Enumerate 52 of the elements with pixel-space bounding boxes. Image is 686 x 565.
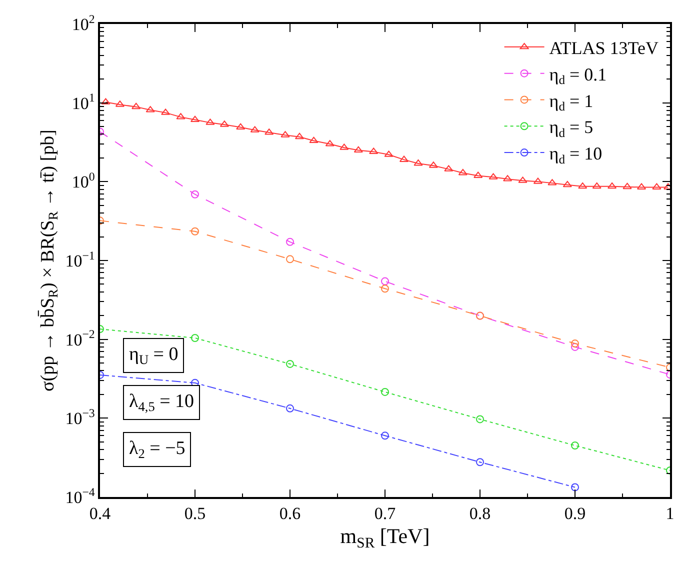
point [476, 458, 484, 466]
point [381, 388, 389, 396]
x-tick-label: 0.5 [184, 504, 206, 524]
point [286, 404, 294, 412]
point [286, 255, 294, 264]
point [608, 182, 617, 189]
legend-label: η$_{d}$ = 5 [549, 117, 594, 140]
y-tick-label: 10$^{1}$ [72, 90, 95, 113]
point [309, 136, 318, 144]
y-tick-label: 10$^{−4}$ [65, 484, 95, 507]
point [562, 180, 572, 188]
y-tick-label: 10$^{−3}$ [65, 406, 95, 428]
point [286, 238, 294, 246]
x-tick-label: 0.9 [564, 504, 586, 524]
point [578, 182, 588, 189]
legend-label: η$_{d}$ = 0.1 [549, 64, 607, 88]
annotation: λ$_{4,5}$ = 10 [129, 391, 194, 414]
annotation: λ$_{2}$ = −5 [129, 438, 186, 461]
point [294, 132, 304, 140]
point [571, 442, 579, 450]
annotation: η$_{U}$ = 0 [129, 344, 178, 367]
x-axis-title: m$_{S}$$_{R}$ [TeV] [340, 524, 430, 552]
point [381, 277, 389, 286]
y-tick-label: 10$^{−1}$ [65, 248, 95, 270]
x-tick-label: 0.7 [374, 504, 396, 524]
x-tick-label: 0.4 [89, 504, 112, 524]
point [458, 168, 468, 176]
point [592, 182, 602, 189]
x-tick-label: 0.8 [469, 504, 491, 524]
x-tick-label: 0.6 [279, 504, 301, 524]
legend-label: ATLAS 13TeV [549, 38, 659, 58]
point [286, 360, 294, 368]
point [236, 123, 246, 130]
point [132, 102, 141, 110]
y-tick-label: 10$^{2}$ [72, 12, 95, 34]
point [190, 116, 200, 122]
point [571, 340, 579, 348]
legend-label: η$_{d}$ = 1 [549, 90, 594, 114]
y-tick-label: 10$^{0}$ [72, 169, 95, 192]
point [381, 432, 389, 440]
y-tick-label: 10$^{−2}$ [65, 327, 95, 350]
point [381, 284, 389, 293]
point [622, 182, 632, 190]
point [571, 342, 579, 351]
point [191, 227, 199, 236]
point [476, 415, 484, 424]
point [354, 146, 363, 153]
point [191, 334, 199, 342]
point [571, 483, 579, 492]
legend-label: η$_{d}$ = 10 [549, 144, 602, 166]
point [191, 190, 199, 198]
x-tick-label: 1 [666, 504, 674, 524]
